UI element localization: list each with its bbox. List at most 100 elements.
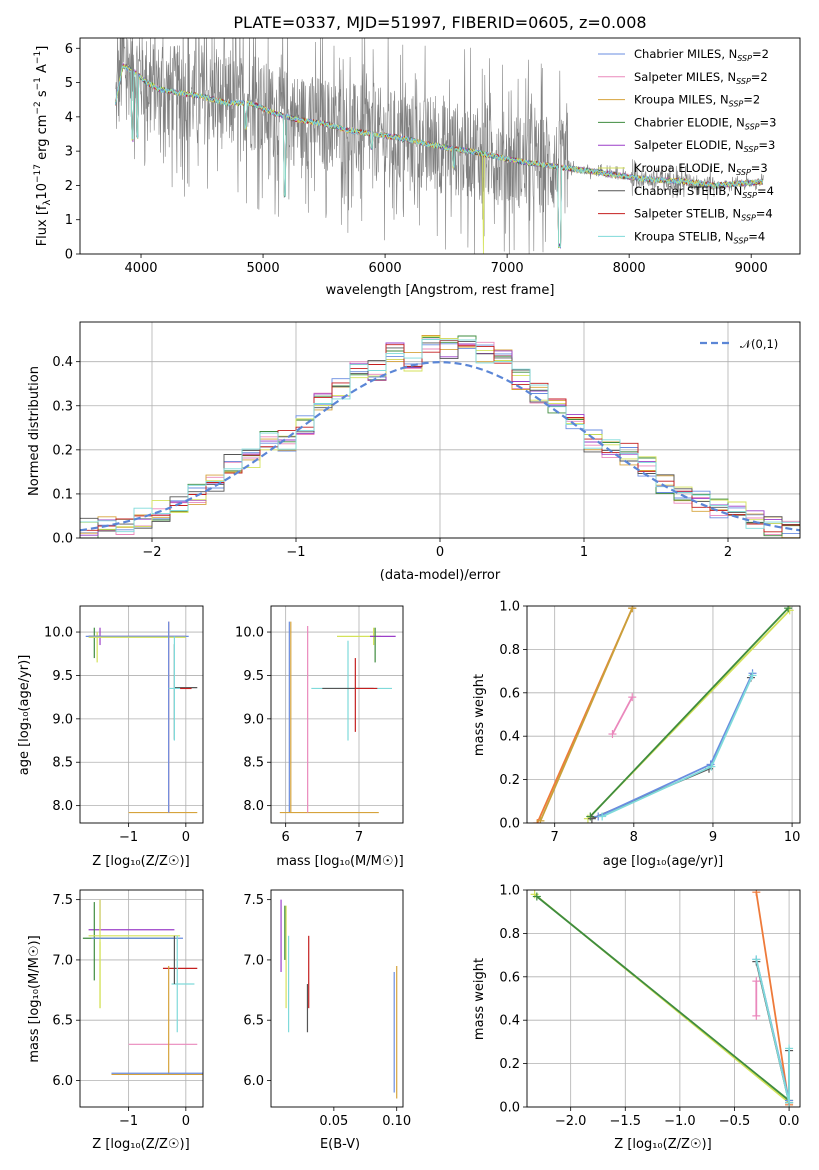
legend-entry: Salpeter STELIB, NSSP=4 — [634, 207, 773, 223]
x-tick-label: 6 — [282, 830, 290, 845]
y-tick-label: 0.6 — [499, 970, 520, 985]
y-tick-label: 7.5 — [52, 893, 73, 908]
y-tick-label: 3 — [65, 145, 73, 160]
x-tick-label: 5000 — [247, 261, 280, 276]
plot-area — [80, 335, 800, 538]
x-tick-label: 10 — [784, 830, 801, 845]
plot-area — [530, 890, 794, 1107]
weight-series-1 — [539, 607, 634, 822]
x-tick-label: 0 — [182, 830, 190, 845]
axes-frame — [79, 889, 204, 1108]
y-tick-label: 0.8 — [499, 643, 520, 658]
spectrum-xlabel: wavelength [Angstrom, rest frame] — [326, 283, 555, 298]
weight-vs-Z-ylabel: mass weight — [472, 958, 487, 1040]
y-tick-label: 8.0 — [52, 799, 73, 814]
axes-frame — [79, 37, 801, 255]
y-tick-label: 9.5 — [243, 669, 264, 684]
y-tick-label: 0.6 — [499, 686, 520, 701]
plot-area — [279, 621, 396, 814]
plot-area — [85, 621, 198, 814]
y-tick-label: 0.4 — [499, 1014, 520, 1029]
y-tick-label: 0.4 — [52, 355, 73, 370]
y-tick-label: 6 — [65, 42, 73, 57]
x-tick-label: 0 — [436, 545, 444, 560]
y-tick-label: 10.0 — [44, 626, 73, 641]
legend-entry: 𝒩(0,1) — [740, 337, 778, 351]
residual-ylabel: Normed distribution — [27, 366, 42, 496]
mass-vs-Z-ylabel: mass [log₁₀(M/M☉)] — [27, 935, 42, 1062]
legend-entry: Kroupa STELIB, NSSP=4 — [634, 229, 765, 245]
y-tick-label: 0.3 — [52, 399, 73, 414]
spectrum-legend: Chabrier MILES, NSSP=2 Salpeter MILES, NS… — [598, 47, 776, 245]
weight-vs-Z-xlabel: Z [log₁₀(Z/Z☉)] — [614, 1137, 711, 1152]
residual-xlabel: (data-model)/error — [380, 568, 501, 583]
x-tick-label: 6000 — [369, 261, 402, 276]
weight-series-1 — [536, 895, 790, 1102]
legend-entry: Chabrier ELODIE, NSSP=3 — [634, 115, 776, 131]
x-tick-label: 1 — [580, 545, 588, 560]
x-tick-label: 7 — [551, 830, 559, 845]
spectrum-plot: 4000 5000 6000 7000 8000 9000 0 1 2 3 4 5 6 — [65, 37, 801, 276]
y-tick-label: 0.8 — [499, 927, 520, 942]
x-tick-label: −1.5 — [609, 1114, 641, 1129]
y-tick-label: 8.5 — [243, 756, 264, 771]
weight-series-4 — [589, 607, 789, 818]
weight-vs-age-xlabel: age [log₁₀(age/yr)] — [603, 854, 724, 869]
x-tick-label: 8000 — [613, 261, 646, 276]
model-spectrum-kroupa-stelib — [115, 64, 764, 248]
mass-vs-Z-panel: −1 0 6.0 6.5 7.0 7.5 Z [log₁₀(Z/Z☉)] mass [lo… — [27, 889, 204, 1152]
weight-series-6 — [597, 672, 754, 818]
x-tick-label: −1 — [286, 545, 305, 560]
legend-entry: Kroupa MILES, NSSP=2 — [634, 93, 760, 109]
residual-histogram-panel: −2 −1 0 1 2 0.0 0.1 0.2 0.3 0.4 𝒩(0,1) (data-model… — [27, 321, 801, 583]
spectrum-ylabel: Flux [fλ10−17 erg cm−2 s−1 A−1] — [33, 46, 53, 247]
legend-entry: Chabrier MILES, NSSP=2 — [634, 47, 769, 63]
spectrum-panel: 4000 5000 6000 7000 8000 9000 0 1 2 3 4 5 6 Chabrier… — [33, 37, 801, 298]
axes-frame — [270, 605, 404, 824]
weight-vs-age-plot: 7 8 9 10 0.0 0.2 0.4 0.6 0.8 1.0 — [499, 600, 801, 845]
weight-vs-Z-plot: −2.0 −1.5 −1.0 −0.5 0.0 0.0 0.2 0.4 0.6 0.8 1.0 — [499, 884, 801, 1129]
y-tick-label: 6.0 — [243, 1074, 264, 1089]
x-tick-label: 9 — [709, 830, 717, 845]
age-vs-Z-plot: −1 0 8.0 8.5 9.0 9.5 10.0 — [44, 605, 204, 845]
y-tick-label: 0.0 — [52, 532, 73, 547]
y-tick-label: 9.0 — [243, 712, 264, 727]
x-tick-label: −1.0 — [664, 1114, 696, 1129]
legend-entry: Salpeter MILES, NSSP=2 — [634, 70, 768, 86]
residual-histogram-plot: −2 −1 0 1 2 0.0 0.1 0.2 0.3 0.4 𝒩(0,1) — [52, 321, 801, 560]
axes-frame — [526, 889, 801, 1108]
x-tick-label: 2 — [724, 545, 732, 560]
x-tick-label: −2.0 — [555, 1114, 587, 1129]
y-tick-label: 10.0 — [235, 626, 264, 641]
plot-area — [82, 899, 203, 1076]
observed-spectrum — [115, 38, 764, 254]
y-tick-label: 2 — [65, 179, 73, 194]
y-tick-label: 7.0 — [243, 953, 264, 968]
legend-entry: Salpeter ELODIE, NSSP=3 — [634, 138, 775, 154]
x-tick-label: 0.10 — [382, 1114, 411, 1129]
weight-series-2 — [755, 892, 790, 1105]
x-tick-label: −2 — [142, 545, 161, 560]
plot-area — [280, 899, 398, 1099]
y-tick-label: 0.2 — [52, 443, 73, 458]
x-tick-label: 7 — [355, 830, 363, 845]
age-vs-Z-xlabel: Z [log₁₀(Z/Z☉)] — [92, 854, 189, 869]
legend-entry: Chabrier STELIB, NSSP=4 — [634, 184, 774, 200]
y-tick-label: 4 — [65, 110, 73, 125]
age-vs-mass-plot: 6 7 8.0 8.5 9.0 9.5 10.0 — [235, 605, 404, 845]
x-tick-label: 8 — [630, 830, 638, 845]
y-tick-label: 0 — [65, 248, 73, 263]
weight-series-5 — [591, 677, 752, 820]
mass-vs-ebv-panel: 0.05 0.10 6.0 6.5 7.0 7.5 E(B-V) — [243, 889, 411, 1152]
x-tick-label: −0.5 — [719, 1114, 751, 1129]
age-vs-mass-xlabel: mass [log₁₀(M/M☉)] — [276, 854, 403, 869]
x-tick-label: −1 — [119, 830, 138, 845]
mass-vs-Z-plot: −1 0 6.0 6.5 7.0 7.5 — [52, 889, 204, 1129]
age-vs-Z-ylabel: age [log₁₀(age/yr)] — [17, 655, 32, 776]
x-tick-label: 0 — [182, 1114, 190, 1129]
y-tick-label: 0.4 — [499, 730, 520, 745]
y-tick-label: 9.0 — [52, 712, 73, 727]
plot-area — [533, 606, 794, 823]
y-tick-label: 0.1 — [52, 487, 73, 502]
